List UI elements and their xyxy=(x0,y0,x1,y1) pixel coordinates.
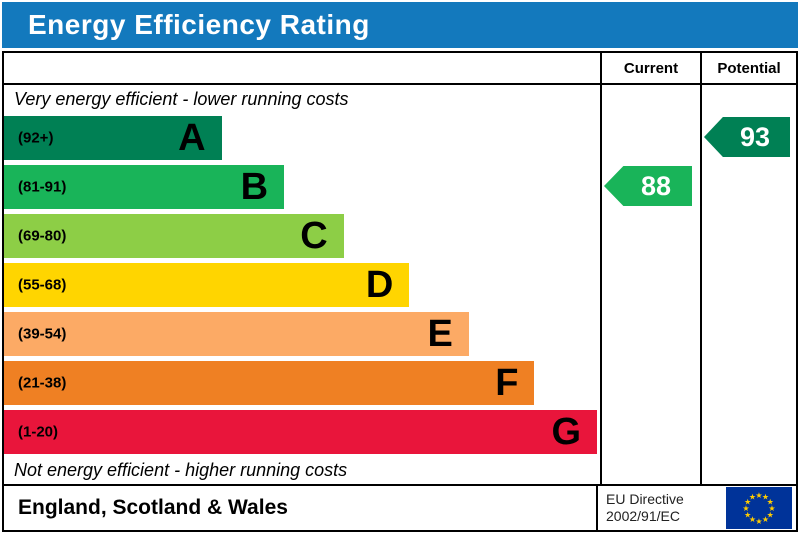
current-column-cell xyxy=(600,456,700,484)
band-range-label: (39-54) xyxy=(18,325,67,343)
band-bar-d: (55-68) D xyxy=(4,263,410,307)
potential-rating-arrow: 93 xyxy=(704,117,790,157)
potential-column-cell xyxy=(700,85,796,113)
band-cell: (21-38) F xyxy=(4,358,600,407)
potential-column-cell xyxy=(700,113,796,162)
potential-column-cell xyxy=(700,407,796,456)
band-letter: F xyxy=(495,362,519,404)
band-cell: (1-20) G xyxy=(4,407,600,456)
band-bar-a: (92+) A xyxy=(4,116,222,160)
bottom-note: Not energy efficient - higher running co… xyxy=(14,459,348,480)
current-column-cell xyxy=(600,407,700,456)
band-row-c: (69-80) C xyxy=(4,211,796,260)
band-range-label: (81-91) xyxy=(18,178,67,196)
current-column-header: Current xyxy=(600,53,700,83)
band-letter: G xyxy=(551,411,582,453)
band-cell: (81-91) B xyxy=(4,162,600,211)
band-letter: E xyxy=(427,313,453,355)
band-range-label: (92+) xyxy=(18,129,54,147)
band-bar-g: (1-20) G xyxy=(4,410,598,454)
band-row-e: (39-54) E xyxy=(4,309,796,358)
column-header-row: Current Potential xyxy=(4,53,796,85)
band-bar-f: (21-38) F xyxy=(4,361,535,405)
band-letter: A xyxy=(178,117,206,159)
chart-header-spacer xyxy=(4,53,600,83)
current-rating-value: 88 xyxy=(640,170,672,201)
svg-text:★: ★ xyxy=(767,510,774,519)
potential-column-cell xyxy=(700,309,796,358)
current-column-cell xyxy=(600,358,700,407)
current-column-cell xyxy=(600,260,700,309)
svg-text:★: ★ xyxy=(742,504,749,513)
title-bar: Energy Efficiency Rating xyxy=(2,2,798,48)
current-column-cell xyxy=(600,309,700,358)
current-column-cell xyxy=(600,211,700,260)
rating-chart: Current Potential Very energy efficient … xyxy=(2,51,798,486)
band-bar-b: (81-91) B xyxy=(4,165,285,209)
svg-text:★: ★ xyxy=(755,517,762,526)
current-rating-arrow: 88 xyxy=(604,166,692,206)
footer-directive-section: EU Directive 2002/91/EC ★ ★ ★ ★ ★ ★ ★ ★ ★ ★ ★ ★ xyxy=(596,486,796,530)
region-label: England, Scotland & Wales xyxy=(18,496,288,519)
svg-text:★: ★ xyxy=(762,515,769,524)
top-note-row: Very energy efficient - lower running co… xyxy=(4,85,796,113)
svg-text:★: ★ xyxy=(767,497,774,506)
potential-column-header: Potential xyxy=(700,53,796,83)
eu-flag-stars: ★ ★★★★★★★★★★★ xyxy=(742,491,775,526)
svg-text:★: ★ xyxy=(749,493,756,502)
band-bar-e: (39-54) E xyxy=(4,312,469,356)
potential-column-cell xyxy=(700,456,796,484)
eu-directive-line2: 2002/91/EC xyxy=(606,508,680,524)
eu-directive-label: EU Directive 2002/91/EC xyxy=(606,491,726,526)
current-column-cell xyxy=(600,113,700,162)
potential-column-cell xyxy=(700,260,796,309)
band-cell: (39-54) E xyxy=(4,309,600,358)
band-cell: (55-68) D xyxy=(4,260,600,309)
band-row-a: (92+) A xyxy=(4,113,796,162)
svg-text:★: ★ xyxy=(744,497,751,506)
band-cell: (92+) A xyxy=(4,113,600,162)
current-column-cell xyxy=(600,85,700,113)
top-note: Very energy efficient - lower running co… xyxy=(14,88,349,109)
band-row-f: (21-38) F xyxy=(4,358,796,407)
band-range-label: (1-20) xyxy=(18,423,59,441)
band-row-g: (1-20) G xyxy=(4,407,796,456)
band-range-label: (69-80) xyxy=(18,227,67,245)
band-row-b: (81-91) B xyxy=(4,162,796,211)
potential-rating-value: 93 xyxy=(739,121,771,152)
svg-text:★: ★ xyxy=(762,493,769,502)
svg-text:★: ★ xyxy=(768,504,775,513)
band-cell: (69-80) C xyxy=(4,211,600,260)
svg-text:★: ★ xyxy=(749,515,756,524)
potential-column-cell xyxy=(700,211,796,260)
potential-column-cell xyxy=(700,162,796,211)
potential-column-cell xyxy=(700,358,796,407)
band-range-label: (21-38) xyxy=(18,374,67,392)
page-title: Energy Efficiency Rating xyxy=(28,9,370,40)
current-column-cell xyxy=(600,162,700,211)
band-letter: B xyxy=(240,166,269,208)
band-bar-c: (69-80) C xyxy=(4,214,344,258)
svg-text:★: ★ xyxy=(744,510,751,519)
footer: England, Scotland & Wales EU Directive 2… xyxy=(2,486,798,532)
eu-flag-icon: ★ ★★★★★★★★★★★ xyxy=(726,487,792,529)
bottom-note-row: Not energy efficient - higher running co… xyxy=(4,456,796,484)
band-range-label: (55-68) xyxy=(18,276,67,294)
svg-text:★: ★ xyxy=(755,491,762,500)
eu-flag-field xyxy=(726,487,792,529)
eu-directive-line1: EU Directive xyxy=(606,490,684,507)
band-letter: D xyxy=(365,264,394,306)
band-letter: C xyxy=(300,215,328,257)
band-row-d: (55-68) D xyxy=(4,260,796,309)
